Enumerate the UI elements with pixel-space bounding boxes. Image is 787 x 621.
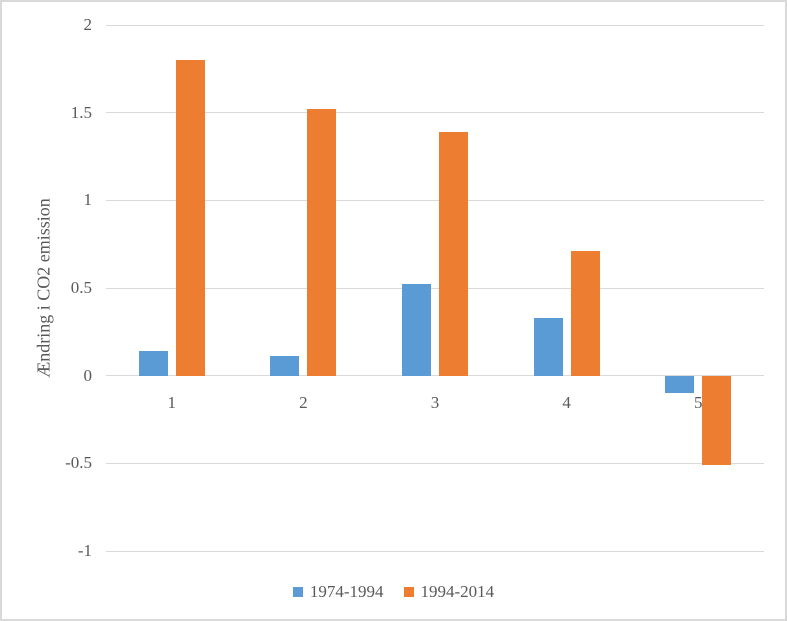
y-tick-label: 2 xyxy=(83,15,93,34)
bar-series2-cat1 xyxy=(175,60,205,376)
bar-series2-cat3 xyxy=(439,131,468,376)
bar-series2-cat2 xyxy=(307,109,337,376)
bar-series1-cat5 xyxy=(665,375,695,394)
bar-series1-cat2 xyxy=(270,356,300,376)
x-category-label: 4 xyxy=(562,393,571,412)
gridline xyxy=(106,462,764,464)
legend-label: 1974-1994 xyxy=(309,582,384,601)
y-tick-label: -1 xyxy=(77,541,92,560)
bar-series1-cat1 xyxy=(138,351,168,376)
y-tick-label: 1.5 xyxy=(70,102,92,122)
gridline xyxy=(106,199,764,201)
gridline xyxy=(106,287,764,289)
bar-series2-cat5 xyxy=(702,375,732,466)
x-category-label: 3 xyxy=(430,393,440,412)
gridline xyxy=(106,550,764,552)
legend-label: 1994-2014 xyxy=(420,582,495,601)
legend-swatch-icon xyxy=(403,587,414,597)
y-tick-label: -0.5 xyxy=(65,453,92,473)
y-tick-label: 0.5 xyxy=(70,278,92,297)
x-category-label: 1 xyxy=(167,393,177,412)
legend: 1974-1994 1994-2014 xyxy=(2,582,785,602)
x-category-label: 2 xyxy=(299,393,308,412)
y-tick-label: 0 xyxy=(83,365,93,385)
bar-series1-cat4 xyxy=(533,317,563,376)
gridline xyxy=(106,24,764,26)
legend-swatch-icon xyxy=(292,587,303,597)
x-category-label: 5 xyxy=(693,393,703,412)
y-axis-title: Ændring i CO2 emission xyxy=(33,198,54,378)
bar-series1-cat3 xyxy=(402,284,431,376)
bar-series2-cat4 xyxy=(570,251,600,376)
legend-item-2: 1994-2014 xyxy=(403,582,495,602)
gridline xyxy=(106,375,764,377)
y-tick-label: 1 xyxy=(83,190,93,210)
legend-item-1: 1974-1994 xyxy=(292,582,384,602)
gridline xyxy=(106,112,764,114)
